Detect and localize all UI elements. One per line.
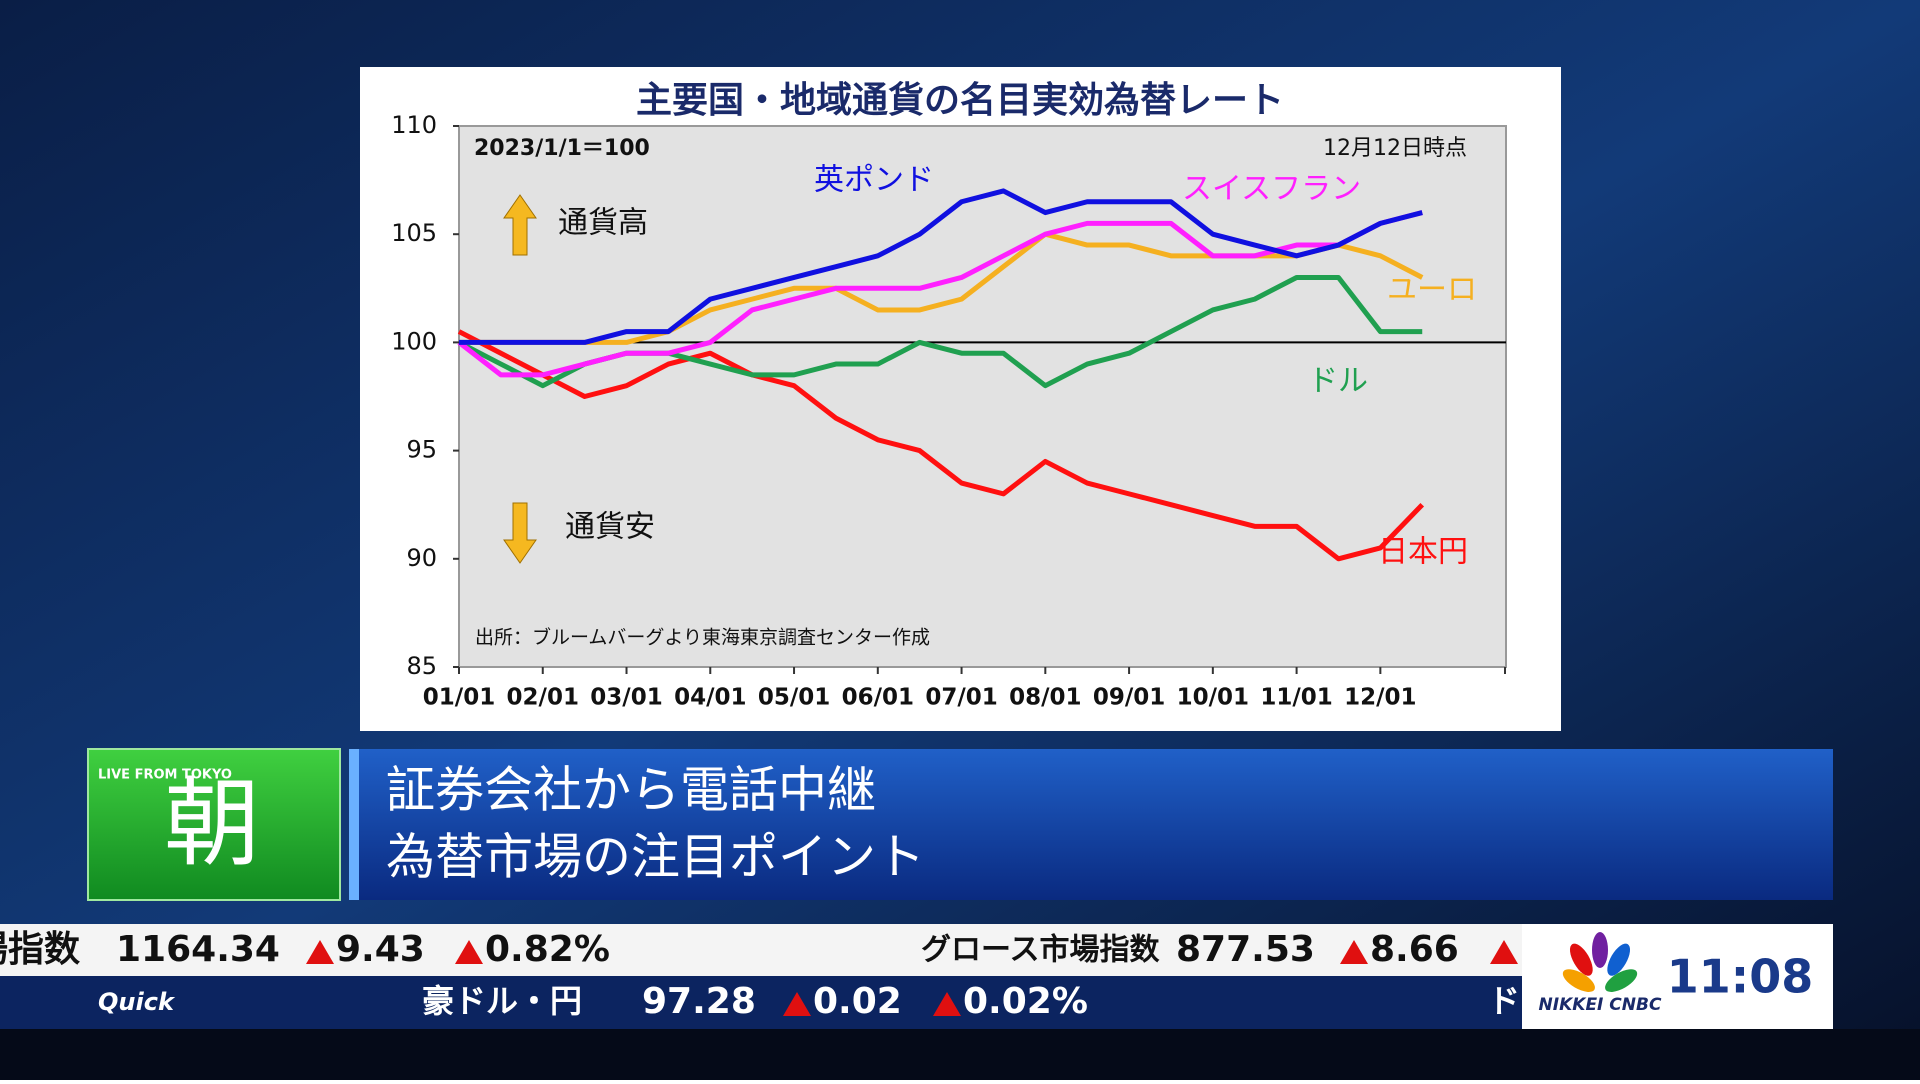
x-tick-label: 08/01 [1009, 685, 1081, 711]
ticker-bottom [0, 976, 1522, 1029]
x-tick-label: 10/01 [1177, 685, 1249, 711]
headline-accent [349, 749, 359, 900]
annotation: 通貨安 [565, 510, 655, 545]
down-arrow [503, 502, 537, 564]
bottom-strip [0, 1029, 1920, 1080]
ticker-text: 0.02 [813, 981, 902, 1022]
clock: 11:08 [1667, 950, 1813, 1004]
ticker-text: 豪ドル・円 [422, 982, 582, 1020]
y-tick-label: 110 [391, 111, 437, 139]
up-triangle [306, 940, 334, 964]
segment-badge [87, 748, 341, 901]
x-tick-label: 12/01 [1344, 685, 1416, 711]
badge-text: LIVE FROM TOKYO [98, 768, 232, 783]
series-line [457, 210, 1423, 378]
up-triangle [783, 992, 811, 1016]
x-tick-label: 03/01 [590, 685, 662, 711]
x-tick-label: 02/01 [507, 685, 579, 711]
headline: 為替市場の注目ポイント [386, 829, 925, 886]
series-label: 英ポンド [814, 163, 934, 198]
segment-title: 朝 [164, 767, 260, 879]
x-tick-label: 05/01 [758, 685, 830, 711]
up-triangle [933, 992, 961, 1016]
ticker-text: ド [1488, 982, 1520, 1020]
up-triangle [1490, 940, 1518, 964]
ticker-text: 1164.34 [116, 929, 280, 970]
up-arrow [503, 194, 537, 256]
chart-title: 主要国・地域通貨の名目実効為替レート [636, 80, 1284, 121]
x-tick-label: 06/01 [842, 685, 914, 711]
ticker-text: 8.66 [1370, 929, 1459, 970]
ticker-text: 877.53 [1176, 929, 1315, 970]
series-line [457, 329, 1425, 562]
x-tick-label: 04/01 [674, 685, 746, 711]
up-triangle [455, 940, 483, 964]
source-note: 出所：ブルームバーグより東海東京調査センター作成 [475, 626, 930, 649]
series-label: ドル [1308, 364, 1368, 399]
logo-text: NIKKEI CNBC [1539, 995, 1662, 1015]
series-label: スイスフラン [1182, 172, 1361, 207]
y-tick-label: 100 [391, 327, 437, 355]
headline: 証券会社から電話中継 [386, 762, 876, 819]
x-tick-label: 01/01 [423, 685, 495, 711]
y-tick-label: 95 [406, 436, 437, 464]
x-tick-label: 09/01 [1093, 685, 1165, 711]
annotation: 通貨高 [558, 206, 648, 241]
annotation: 12月12日時点 [1323, 136, 1467, 161]
annotation: 2023/1/1＝100 [474, 136, 650, 161]
ticker-text: 97.28 [642, 981, 756, 1022]
ticker-top [0, 924, 1522, 976]
series-label: ユーロ [1387, 273, 1477, 308]
headline-bar [349, 749, 1833, 900]
ticker-text: 9.43 [336, 929, 425, 970]
ticker-text: 0.82% [485, 929, 610, 970]
y-tick-label: 85 [406, 652, 437, 680]
series-label: 日本円 [1378, 535, 1468, 570]
plot-area [458, 125, 1507, 668]
ticker-source: Quick [98, 988, 176, 1016]
y-tick-label: 105 [391, 219, 437, 247]
ticker-text: 0.02% [963, 981, 1088, 1022]
y-tick-label: 90 [406, 544, 437, 572]
ticker-text: 市場指数 [0, 929, 80, 970]
x-tick-label: 07/01 [925, 685, 997, 711]
x-tick-label: 11/01 [1260, 685, 1332, 711]
up-triangle [1340, 940, 1368, 964]
ticker-text: グロース市場指数 [921, 933, 1160, 968]
series-line [459, 188, 1423, 345]
peacock [1562, 932, 1638, 992]
